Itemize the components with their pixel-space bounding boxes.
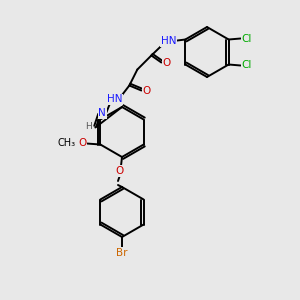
Text: CH₃: CH₃	[57, 137, 75, 148]
Text: Cl: Cl	[242, 34, 252, 44]
Text: H: H	[85, 122, 92, 131]
Text: HN: HN	[106, 94, 122, 104]
Text: O: O	[142, 86, 151, 97]
Text: O: O	[78, 137, 86, 148]
Text: O: O	[162, 58, 170, 68]
Text: Br: Br	[116, 248, 128, 258]
Text: N: N	[98, 109, 106, 118]
Text: O: O	[116, 166, 124, 176]
Text: HN: HN	[160, 37, 176, 46]
Text: methoxy: methoxy	[71, 142, 77, 143]
Text: Cl: Cl	[242, 61, 252, 70]
